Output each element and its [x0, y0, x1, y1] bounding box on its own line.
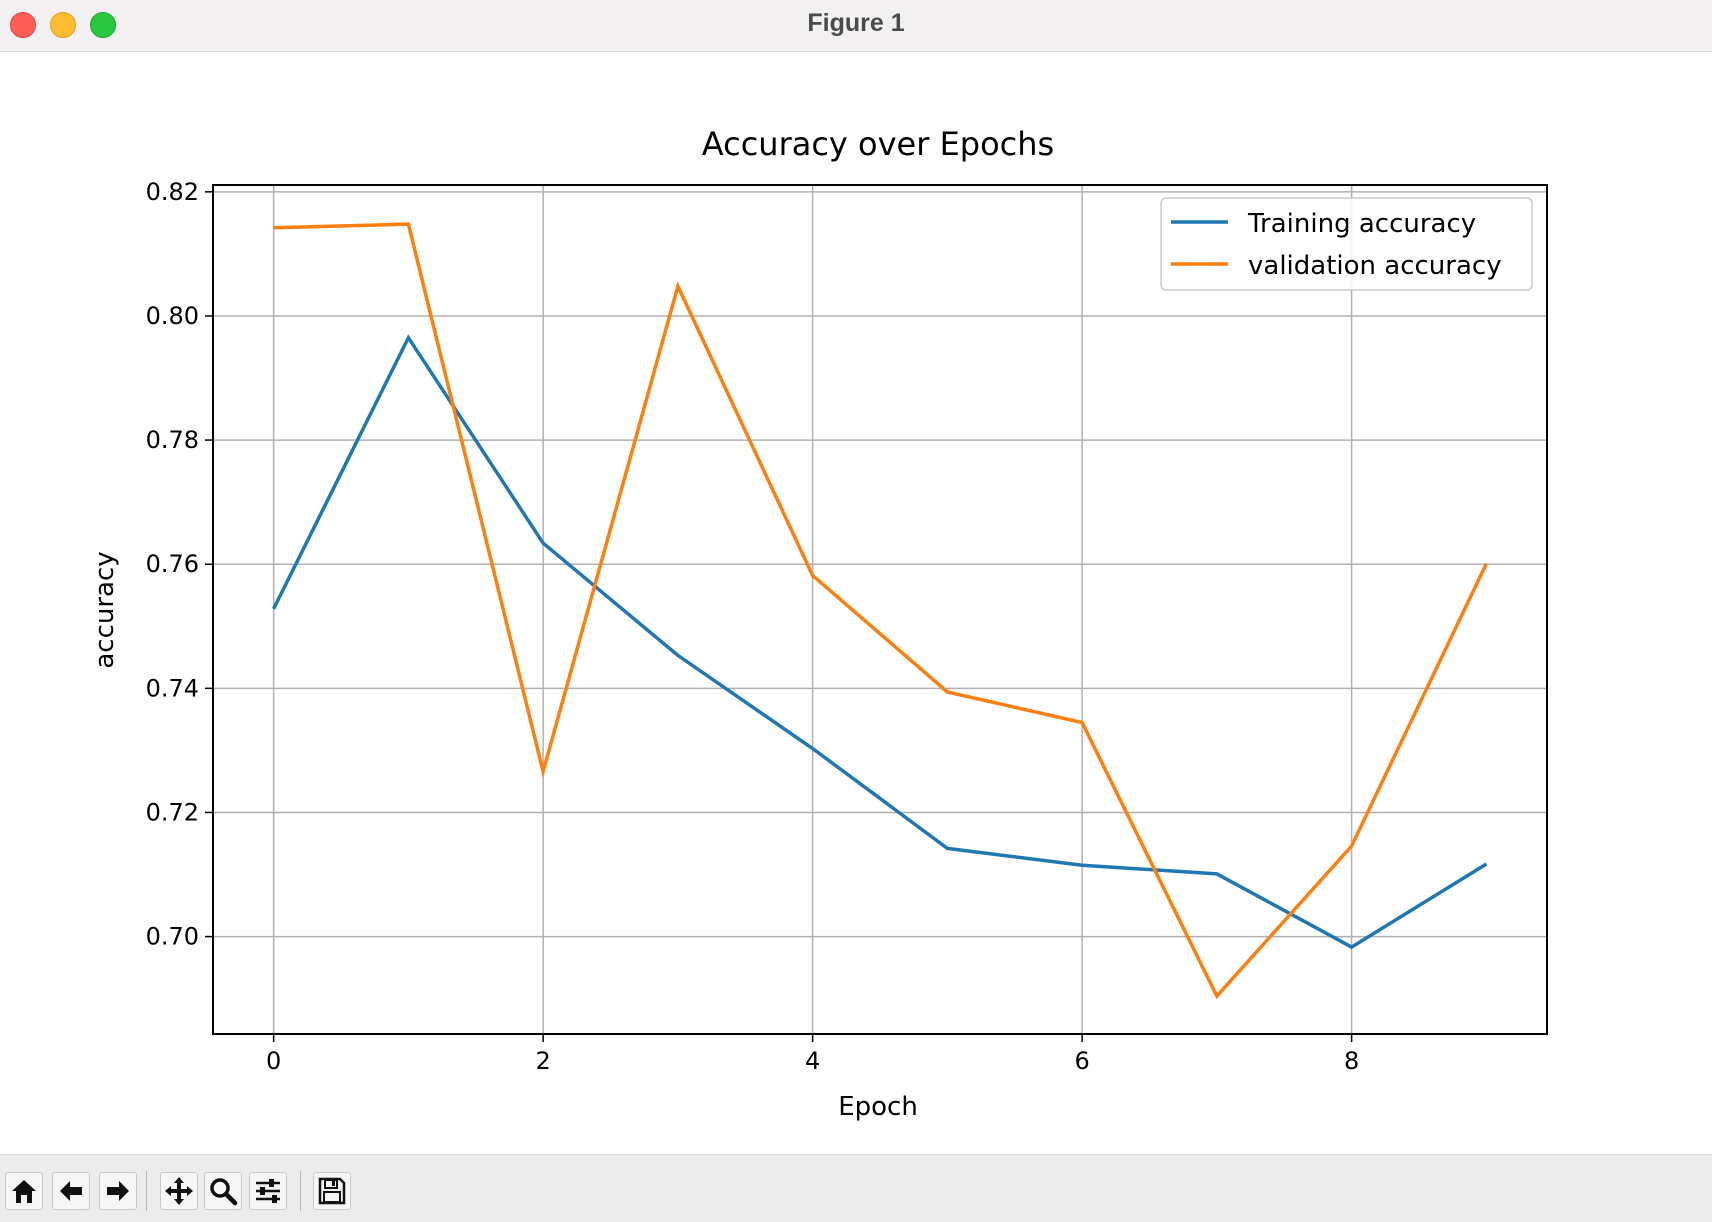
y-tick-label: 0.80: [146, 302, 199, 330]
legend-label-training: Training accuracy: [1247, 209, 1476, 239]
close-window-button[interactable]: [10, 12, 36, 38]
save-icon: [318, 1177, 346, 1205]
y-tick-label: 0.76: [146, 550, 199, 578]
grid-lines: [213, 185, 1547, 1034]
zoom-icon: [210, 1178, 238, 1206]
y-axis-label: accuracy: [90, 551, 120, 668]
x-tick-label: 0: [266, 1047, 281, 1075]
back-arrow-icon: [60, 1181, 82, 1201]
pan-icon: [165, 1177, 193, 1205]
navigation-toolbar: [0, 1154, 1712, 1222]
series-lines: [272, 222, 1488, 1000]
x-tick-label: 8: [1344, 1047, 1359, 1075]
maximize-window-button[interactable]: [90, 12, 116, 38]
home-icon: [12, 1180, 36, 1203]
line-chart: Accuracy over Epochs 0 2 4 6 8 0.70 0.72 0.74 0.…: [90, 125, 1548, 1122]
x-axis-label: Epoch: [838, 1092, 918, 1122]
y-tick-label: 0.82: [146, 178, 199, 206]
minimize-window-button[interactable]: [50, 12, 76, 38]
configure-subplots-icon: [256, 1179, 280, 1203]
zoom-button[interactable]: [204, 1172, 242, 1210]
chart-title: Accuracy over Epochs: [702, 125, 1054, 163]
title-bar: Figure 1: [0, 0, 1712, 52]
window-title: Figure 1: [807, 9, 905, 37]
back-button[interactable]: [52, 1172, 90, 1210]
x-tick-label: 6: [1074, 1047, 1089, 1075]
x-tick-label: 4: [805, 1047, 820, 1075]
training-accuracy-line: [272, 334, 1488, 950]
save-button[interactable]: [313, 1172, 351, 1210]
legend: Training accuracy validation accuracy: [1160, 197, 1533, 291]
figure-canvas[interactable]: Accuracy over Epochs 0 2 4 6 8 0.70 0.72 0.74 0.…: [0, 52, 1712, 1154]
configure-subplots-button[interactable]: [249, 1172, 287, 1210]
axes-frame: [212, 184, 1548, 1035]
y-tick-label: 0.72: [146, 798, 199, 826]
home-button[interactable]: [5, 1172, 43, 1210]
legend-box: [1160, 197, 1533, 291]
y-tick-label: 0.74: [146, 674, 199, 702]
validation-accuracy-line: [273, 222, 1488, 1000]
pan-button[interactable]: [160, 1172, 198, 1210]
toolbar-separator: [146, 1171, 147, 1211]
forward-button[interactable]: [99, 1172, 137, 1210]
ticks: 0 2 4 6 8 0.70 0.72 0.74 0.76 0.78 0.80 0.82: [146, 178, 1360, 1075]
y-tick-label: 0.78: [146, 426, 199, 454]
y-tick-label: 0.70: [146, 923, 199, 951]
forward-arrow-icon: [107, 1181, 129, 1201]
x-tick-label: 2: [535, 1047, 550, 1075]
legend-label-validation: validation accuracy: [1248, 251, 1502, 281]
toolbar-separator: [300, 1171, 301, 1211]
